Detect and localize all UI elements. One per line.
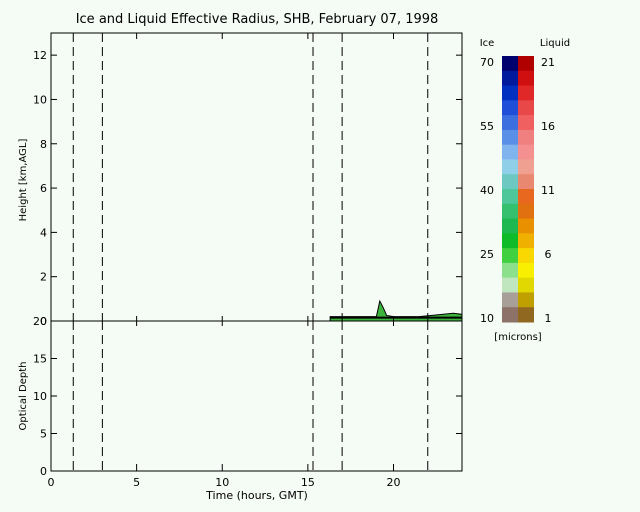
colorbar-liquid-cell (518, 159, 534, 175)
colorbar-liquid-cell (518, 100, 534, 116)
colorbar-ice-cell (502, 100, 518, 116)
colorbar-ice-cell (502, 70, 518, 87)
colorbar-ice-cell (502, 189, 518, 205)
x-tick-label: 20 (387, 476, 401, 489)
colorbar-liquid-cell (518, 262, 534, 279)
colorbar-ice-cell (502, 115, 518, 131)
colorbar-ice-tick: 55 (480, 120, 494, 133)
bottom-y-tick-label: 5 (40, 428, 47, 441)
bottom-y-tick-label: 20 (33, 315, 47, 328)
colorbar-liquid-cell (518, 144, 534, 160)
colorbar-ice-tick: 40 (480, 184, 494, 197)
colorbar-ice-cell (502, 218, 518, 234)
top-y-tick-label: 0 (40, 315, 47, 328)
top-plot-frame (50, 32, 463, 322)
colorbar-ice-cell (502, 85, 518, 101)
colorbar-liquid-cell (518, 292, 534, 308)
x-tick-label: 5 (133, 476, 140, 489)
colorbar-liquid-cell (518, 203, 534, 220)
top-y-tick-label: 4 (40, 226, 47, 239)
bottom-y-tick-label: 10 (33, 390, 47, 403)
colorbar-liquid-cell (518, 233, 534, 249)
colorbar-ice-cell (502, 233, 518, 249)
colorbar-liquid-cell (518, 189, 534, 205)
colorbar-ice-cell (502, 129, 518, 146)
colorbar-liquid-tick: 21 (541, 56, 555, 69)
colorbar-ice-cell (502, 144, 518, 160)
colorbar-liquid-cell (518, 115, 534, 131)
colorbar-ice-label: Ice (480, 38, 495, 49)
colorbar-liquid-cell (518, 277, 534, 293)
top-y-tick-label: 6 (40, 182, 47, 195)
colorbar-liquid-tick: 1 (545, 312, 552, 325)
colorbar-liquid-cell (518, 56, 534, 72)
x-tick-label: 10 (215, 476, 229, 489)
chart-title: Ice and Liquid Effective Radius, SHB, Fe… (76, 12, 439, 27)
colorbar-ice-tick: 25 (480, 248, 494, 261)
x-tick-label: 15 (301, 476, 315, 489)
colorbar-ice-cell (502, 159, 518, 175)
colorbar-liquid-tick: 6 (545, 248, 552, 261)
colorbar-liquid-cell (518, 307, 534, 323)
colorbar-ice-cell (502, 174, 518, 190)
colorbar-liquid-label: Liquid (540, 38, 570, 49)
effective-radius-panel: 0 2 4 6 8 10 12 (33, 32, 463, 328)
colorbar-liquid-cell (518, 85, 534, 101)
bottom-plot-frame (50, 320, 463, 472)
colorbar-ice-cell (502, 307, 518, 323)
colorbar-ice-cell (502, 203, 518, 220)
colorbar-liquid-cell (518, 70, 534, 87)
top-ylabel: Height [km,AGL] (18, 139, 29, 222)
colorbar-liquid-tick: 16 (541, 120, 555, 133)
bottom-y-tick-label: 0 (40, 465, 47, 478)
top-y-tick-label: 10 (33, 93, 47, 106)
colorbar-ice-tick: 10 (480, 312, 494, 325)
top-y-tick-label: 8 (40, 138, 47, 151)
colorbar-ice-cell (502, 277, 518, 293)
bottom-xlabel: Time (hours, GMT) (205, 489, 308, 502)
colorbar-liquid-cell (518, 248, 534, 264)
colorbar-ice-cell (502, 248, 518, 264)
colorbar-unit-label: [microns] (494, 332, 541, 343)
colorbar-ice-tick: 70 (480, 56, 494, 69)
bottom-y-tick-label: 15 (33, 353, 47, 366)
top-y-tick-label: 12 (33, 49, 47, 62)
x-tick-label: 0 (48, 476, 55, 489)
colorbar: Ice Liquid [microns] 70 55 40 25 10 21 16 11 6 1 (480, 38, 570, 343)
colorbar-ice-cell (502, 292, 518, 308)
top-y-tick-label: 2 (40, 271, 47, 284)
colorbar-liquid-tick: 11 (541, 184, 555, 197)
colorbar-liquid-cell (518, 218, 534, 234)
colorbar-ice-cell (502, 56, 518, 72)
bottom-ylabel: Optical Depth (18, 362, 29, 431)
colorbar-ice-cell (502, 262, 518, 279)
colorbar-liquid-cell (518, 174, 534, 190)
colorbar-liquid-cell (518, 129, 534, 146)
